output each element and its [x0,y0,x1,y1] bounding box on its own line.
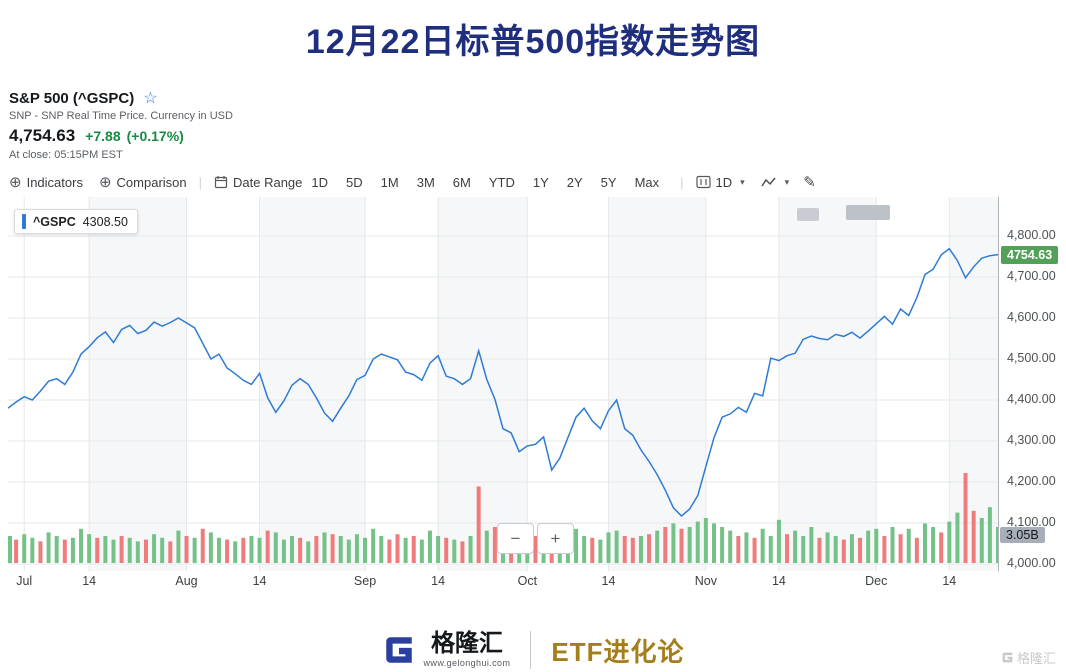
range-buttons: 1D 5D 1M 3M 6M YTD 1Y 2Y 5Y Max [302,175,668,190]
date-range-button[interactable]: Date Range [214,175,302,190]
ghost-label [797,208,819,221]
range-button-max[interactable]: Max [634,174,660,190]
range-button-2y[interactable]: 2Y [566,174,583,190]
draw-pencil-icon[interactable]: ✎ [803,174,816,191]
x-axis-label: 14 [431,574,446,588]
circle-plus-icon: ⊕ [98,173,112,191]
x-axis-label: Aug [175,574,198,588]
chevron-down-icon: ▾ [784,176,790,187]
chart-toolbar: ⊕ Indicators ⊕ Comparison | Date Range 1… [9,171,1066,193]
y-axis-label: 4,800.00 [1007,228,1056,242]
watermark-g-icon [1002,652,1013,663]
chevron-down-icon: ▾ [740,176,745,187]
x-axis-label: Oct [517,574,538,588]
x-axis-label: Dec [865,574,888,588]
indicators-label: Indicators [26,174,83,190]
x-axis-label: 14 [601,574,616,588]
x-axis-label: 14 [942,574,957,588]
circle-plus-icon: ⊕ [9,173,22,191]
range-button-ytd[interactable]: YTD [488,174,515,190]
y-axis-label: 4,200.00 [1007,474,1056,488]
price-change: +7.88 [85,128,121,144]
zoom-controls: − + [497,523,574,554]
legend-value: 4308.50 [82,214,128,229]
interval-dropdown[interactable]: 1D ▾ [695,174,745,190]
price-volume-chart[interactable] [8,197,998,571]
footer-divider [530,631,532,669]
price-change-pct: (+0.17%) [126,128,184,144]
zoom-in-button[interactable]: + [537,523,574,554]
ghost-label [846,205,890,220]
star-icon[interactable]: ☆ [143,90,158,107]
y-axis-label: 4,100.00 [1007,515,1056,529]
x-axis-label: Nov [694,574,717,588]
range-button-5d[interactable]: 5D [346,174,363,190]
comparison-button[interactable]: ⊕ Comparison [99,175,187,190]
interval-label: 1D [715,174,733,190]
range-button-3m[interactable]: 3M [416,174,435,190]
gelonghui-g-icon [385,637,412,663]
y-axis-label: 4,600.00 [1007,310,1056,324]
brand-url: www.gelonghui.com [423,658,511,668]
y-axis-label: 4,000.00 [1007,556,1056,570]
range-button-1d[interactable]: 1D [311,174,329,190]
toolbar-divider: | [198,174,203,190]
calendar-icon [214,175,228,189]
range-button-5y[interactable]: 5Y [600,174,617,190]
quote-header: S&P 500 (^GSPC) ☆ SNP - SNP Real Time Pr… [9,89,1066,161]
line-chart-icon [761,176,777,189]
candlestick-interval-icon [695,175,711,189]
zoom-out-button[interactable]: − [497,523,534,554]
series-color-chip [22,214,26,229]
x-axis-label: Jul [16,574,33,588]
close-note: At close: 05:15PM EST [9,149,123,161]
x-axis-label: 14 [771,574,786,588]
brand-name: 格隆汇 [430,630,503,657]
symbol-name: S&P 500 (^GSPC) [9,90,135,107]
last-price-tag: 4754.63 [1001,245,1059,264]
brand-logo: 格隆汇 www.gelonghui.com [382,632,511,668]
range-button-1y[interactable]: 1Y [532,174,549,190]
axis-divider [998,197,999,571]
x-axis-label: Sep [353,574,377,588]
x-axis-label: 14 [82,574,97,588]
watermark: 格隆汇 [1001,648,1056,667]
quote-subtitle: SNP - SNP Real Time Price. Currency in U… [9,110,233,122]
y-axis-label: 4,500.00 [1007,351,1056,365]
y-axis-label: 4,300.00 [1007,433,1056,447]
page-title: 12月22日标普500指数走势图 [305,23,761,61]
channel-name: ETF进化论 [551,636,685,667]
chart-type-dropdown[interactable]: ▾ [761,176,790,189]
watermark-text: 格隆汇 [1016,651,1056,666]
toolbar-divider: | [680,174,684,190]
range-button-6m[interactable]: 6M [452,174,471,190]
date-range-label: Date Range [233,174,303,190]
footer: 格隆汇 www.gelonghui.com ETF进化论 [0,631,1066,669]
volume-tag: 3.05B [1000,527,1045,543]
range-button-1m[interactable]: 1M [380,174,399,190]
y-axis-label: 4,700.00 [1007,269,1056,283]
chart-region: 4,800.00 4,700.00 4,600.00 4,500.00 4,400.00… [0,197,1066,593]
indicators-button[interactable]: ⊕ Indicators [9,175,83,190]
legend-symbol: ^GSPC [33,214,76,229]
y-axis-label: 4,400.00 [1007,392,1056,406]
legend-tooltip: ^GSPC 4308.50 [14,209,138,234]
current-price: 4,754.63 [9,126,76,145]
x-axis-label: 14 [252,574,267,588]
comparison-label: Comparison [116,174,187,190]
